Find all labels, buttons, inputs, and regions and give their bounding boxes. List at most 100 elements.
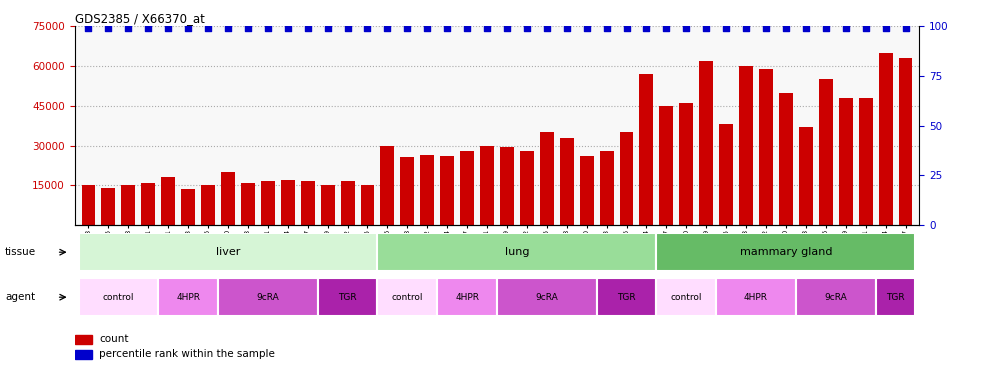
Point xyxy=(180,25,196,31)
Bar xyxy=(796,278,876,316)
Point xyxy=(259,25,275,31)
Text: control: control xyxy=(102,292,134,302)
Bar xyxy=(437,278,497,316)
Bar xyxy=(839,98,853,225)
Bar xyxy=(158,278,218,316)
Bar xyxy=(201,185,215,225)
Point xyxy=(539,25,555,31)
Text: mammary gland: mammary gland xyxy=(740,247,832,257)
Point xyxy=(81,25,96,31)
Point xyxy=(340,25,356,31)
Point xyxy=(120,25,136,31)
Bar xyxy=(717,278,796,316)
Bar xyxy=(656,233,915,271)
Point xyxy=(280,25,296,31)
Text: control: control xyxy=(671,292,702,302)
Text: TGR: TGR xyxy=(887,292,905,302)
Text: lung: lung xyxy=(505,247,529,257)
Bar xyxy=(101,188,115,225)
Point xyxy=(499,25,515,31)
Bar xyxy=(879,53,893,225)
Bar xyxy=(759,69,773,225)
Bar xyxy=(639,74,653,225)
Bar xyxy=(401,158,414,225)
Point xyxy=(758,25,774,31)
Point xyxy=(898,25,913,31)
Bar xyxy=(378,278,437,316)
Bar xyxy=(141,183,155,225)
Point xyxy=(100,25,116,31)
Point xyxy=(140,25,156,31)
Bar xyxy=(720,124,734,225)
Point xyxy=(519,25,535,31)
Bar xyxy=(819,79,833,225)
Point xyxy=(798,25,814,31)
Text: liver: liver xyxy=(216,247,241,257)
Bar xyxy=(497,278,596,316)
Bar xyxy=(221,172,235,225)
Point xyxy=(479,25,495,31)
Bar xyxy=(321,185,335,225)
Bar xyxy=(679,103,693,225)
Point xyxy=(719,25,735,31)
Bar xyxy=(596,278,656,316)
Point xyxy=(240,25,255,31)
Point xyxy=(200,25,216,31)
Bar xyxy=(659,106,673,225)
Bar xyxy=(241,183,254,225)
Point xyxy=(778,25,794,31)
Point xyxy=(380,25,396,31)
Bar xyxy=(121,185,135,225)
Point xyxy=(598,25,614,31)
Text: 9cRA: 9cRA xyxy=(536,292,559,302)
Text: agent: agent xyxy=(5,292,35,302)
Point xyxy=(220,25,236,31)
Bar xyxy=(560,138,574,225)
Bar xyxy=(301,181,315,225)
Point xyxy=(300,25,316,31)
Point xyxy=(838,25,854,31)
Bar xyxy=(260,181,274,225)
Bar xyxy=(500,147,514,225)
Point xyxy=(579,25,594,31)
Bar xyxy=(779,93,793,225)
Text: count: count xyxy=(99,334,128,344)
Bar xyxy=(599,151,613,225)
Text: TGR: TGR xyxy=(338,292,357,302)
Bar xyxy=(699,61,714,225)
Text: 4HPR: 4HPR xyxy=(176,292,200,302)
Bar xyxy=(75,335,91,344)
Point xyxy=(638,25,654,31)
Text: tissue: tissue xyxy=(5,247,36,257)
Bar xyxy=(361,185,375,225)
Bar xyxy=(420,155,434,225)
Point xyxy=(698,25,714,31)
Bar xyxy=(520,151,534,225)
Bar xyxy=(79,278,158,316)
Bar xyxy=(580,156,593,225)
Bar xyxy=(318,278,378,316)
Bar xyxy=(859,98,873,225)
Text: TGR: TGR xyxy=(617,292,636,302)
Bar xyxy=(378,233,656,271)
Text: GDS2385 / X66370_at: GDS2385 / X66370_at xyxy=(75,12,205,25)
Bar xyxy=(656,278,717,316)
Bar xyxy=(480,146,494,225)
Point xyxy=(678,25,694,31)
Text: percentile rank within the sample: percentile rank within the sample xyxy=(99,350,274,360)
Text: control: control xyxy=(392,292,423,302)
Bar xyxy=(799,127,813,225)
Point xyxy=(618,25,634,31)
Bar xyxy=(619,132,633,225)
Bar xyxy=(876,278,915,316)
Point xyxy=(400,25,415,31)
Text: 9cRA: 9cRA xyxy=(824,292,847,302)
Bar xyxy=(899,58,912,225)
Point xyxy=(360,25,376,31)
Point xyxy=(439,25,455,31)
Bar xyxy=(440,156,454,225)
Point xyxy=(459,25,475,31)
Bar xyxy=(381,146,395,225)
Text: 4HPR: 4HPR xyxy=(745,292,768,302)
Bar xyxy=(181,189,195,225)
